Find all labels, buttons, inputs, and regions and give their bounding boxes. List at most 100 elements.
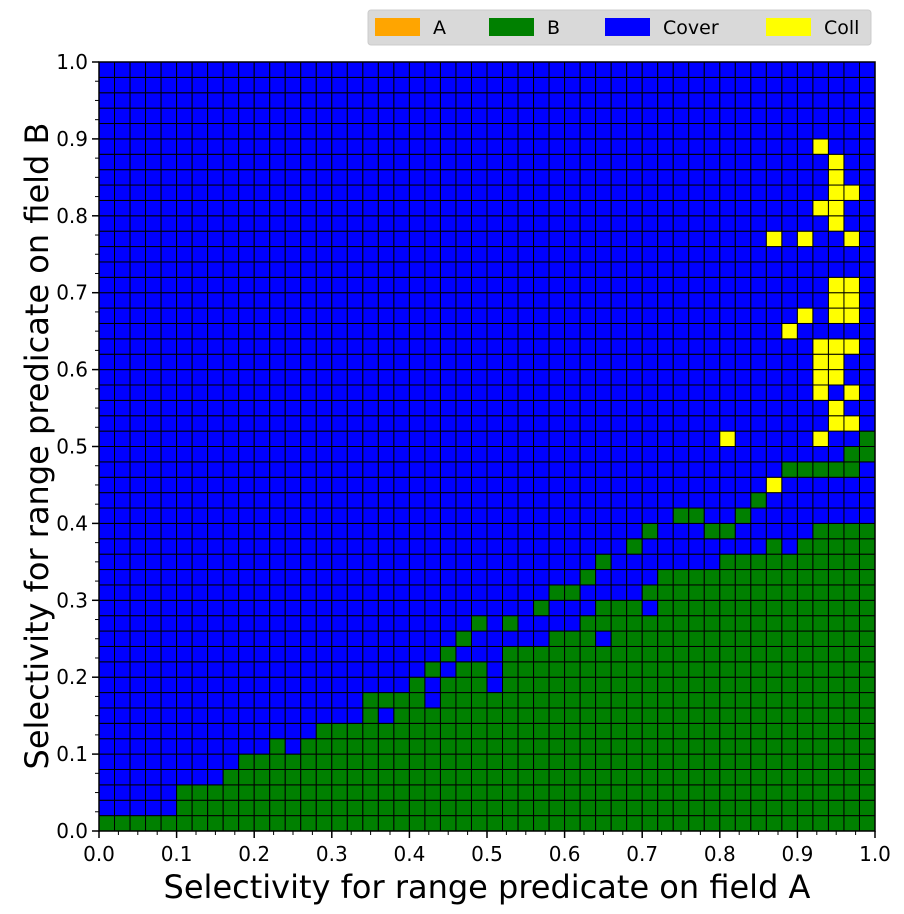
heatmap-cell [595,461,612,478]
heatmap-cell [796,430,814,447]
heatmap-cell [657,553,674,571]
heatmap-cell [548,430,566,447]
heatmap-cell [284,184,302,201]
heatmap-cell [377,799,395,817]
heatmap-cell [579,599,597,617]
heatmap-cell [424,184,441,201]
heatmap-cell [470,415,488,432]
heatmap-cell [346,584,364,601]
heatmap-cell [377,645,395,663]
heatmap-cell [346,476,364,494]
heatmap-cell [207,430,224,447]
heatmap-cell [765,138,783,155]
heatmap-cell [238,230,255,248]
heatmap-cell [843,384,860,401]
heatmap-cell [455,446,472,463]
heatmap-cell [719,815,736,832]
heatmap-cell [781,338,798,355]
heatmap-cell [564,369,581,386]
heatmap-cell [439,338,457,355]
heatmap-cell [486,399,504,417]
heatmap-cell [269,215,286,232]
heatmap-cell [641,276,659,294]
heatmap-cell [455,799,472,817]
heatmap-cell [331,446,348,463]
heatmap-cell [145,738,162,755]
heatmap-cell [377,153,395,171]
heatmap-cell [160,599,178,617]
heatmap-cell [315,799,333,817]
heatmap-cell [765,553,783,571]
heatmap-cell [734,322,752,340]
heatmap-cell [858,322,876,340]
heatmap-cell [439,153,457,171]
heatmap-cell [331,584,348,601]
heatmap-cell [455,430,472,447]
heatmap-cell [176,215,193,232]
heatmap-cell [796,292,814,309]
heatmap-cell [734,615,752,632]
heatmap-cell [812,768,829,786]
heatmap-cell [129,446,147,463]
heatmap-cell [222,615,240,632]
heatmap-cell [533,76,550,94]
heatmap-cell [734,338,752,355]
heatmap-cell [408,76,426,94]
heatmap-cell [160,522,178,540]
heatmap-cell [439,184,457,201]
heatmap-cell [129,507,147,524]
heatmap-cell [424,615,441,632]
heatmap-cell [176,753,193,770]
heatmap-cell [176,153,193,171]
heatmap-cell [145,569,162,586]
heatmap-cell [455,107,472,125]
heatmap-cell [579,430,597,447]
heatmap-cell [827,369,845,386]
heatmap-cell [781,123,798,140]
heatmap-cell [657,169,674,186]
heatmap-cell [455,507,472,524]
heatmap-cell [331,815,348,832]
heatmap-cell [843,169,860,186]
heatmap-cell [703,476,721,494]
heatmap-cell [688,246,705,263]
heatmap-cell [176,738,193,755]
heatmap-cell [595,768,612,786]
heatmap-cell [145,492,162,509]
heatmap-cell [533,307,550,324]
y-tick-label: 0.9 [56,127,88,151]
heatmap-cell [626,415,643,432]
heatmap-cell [300,292,317,309]
heatmap-cell [734,768,752,786]
heatmap-cell [579,569,597,586]
heatmap-cell [470,353,488,371]
heatmap-cell [160,507,178,524]
heatmap-cell [641,138,659,155]
heatmap-cell [331,215,348,232]
heatmap-cell [564,599,581,617]
heatmap-cell [300,276,317,294]
heatmap-cell [672,599,690,617]
heatmap-cell [346,199,364,217]
heatmap-cell [129,461,147,478]
heatmap-cell [114,645,131,663]
heatmap-cell [377,138,395,155]
heatmap-cell [843,692,860,709]
heatmap-cell [703,199,721,217]
heatmap-cell [362,799,379,817]
heatmap-cell [470,369,488,386]
heatmap-cell [362,692,379,709]
heatmap-cell [812,446,829,463]
heatmap-cell [564,199,581,217]
heatmap-cell [470,446,488,463]
heatmap-cell [424,538,441,555]
heatmap-cell [858,507,876,524]
heatmap-cell [517,399,535,417]
heatmap-cell [331,538,348,555]
heatmap-cell [502,261,519,278]
heatmap-cell [191,584,209,601]
heatmap-cell [641,61,659,78]
heatmap-cell [439,107,457,125]
heatmap-cell [207,123,224,140]
heatmap-cell [641,738,659,755]
